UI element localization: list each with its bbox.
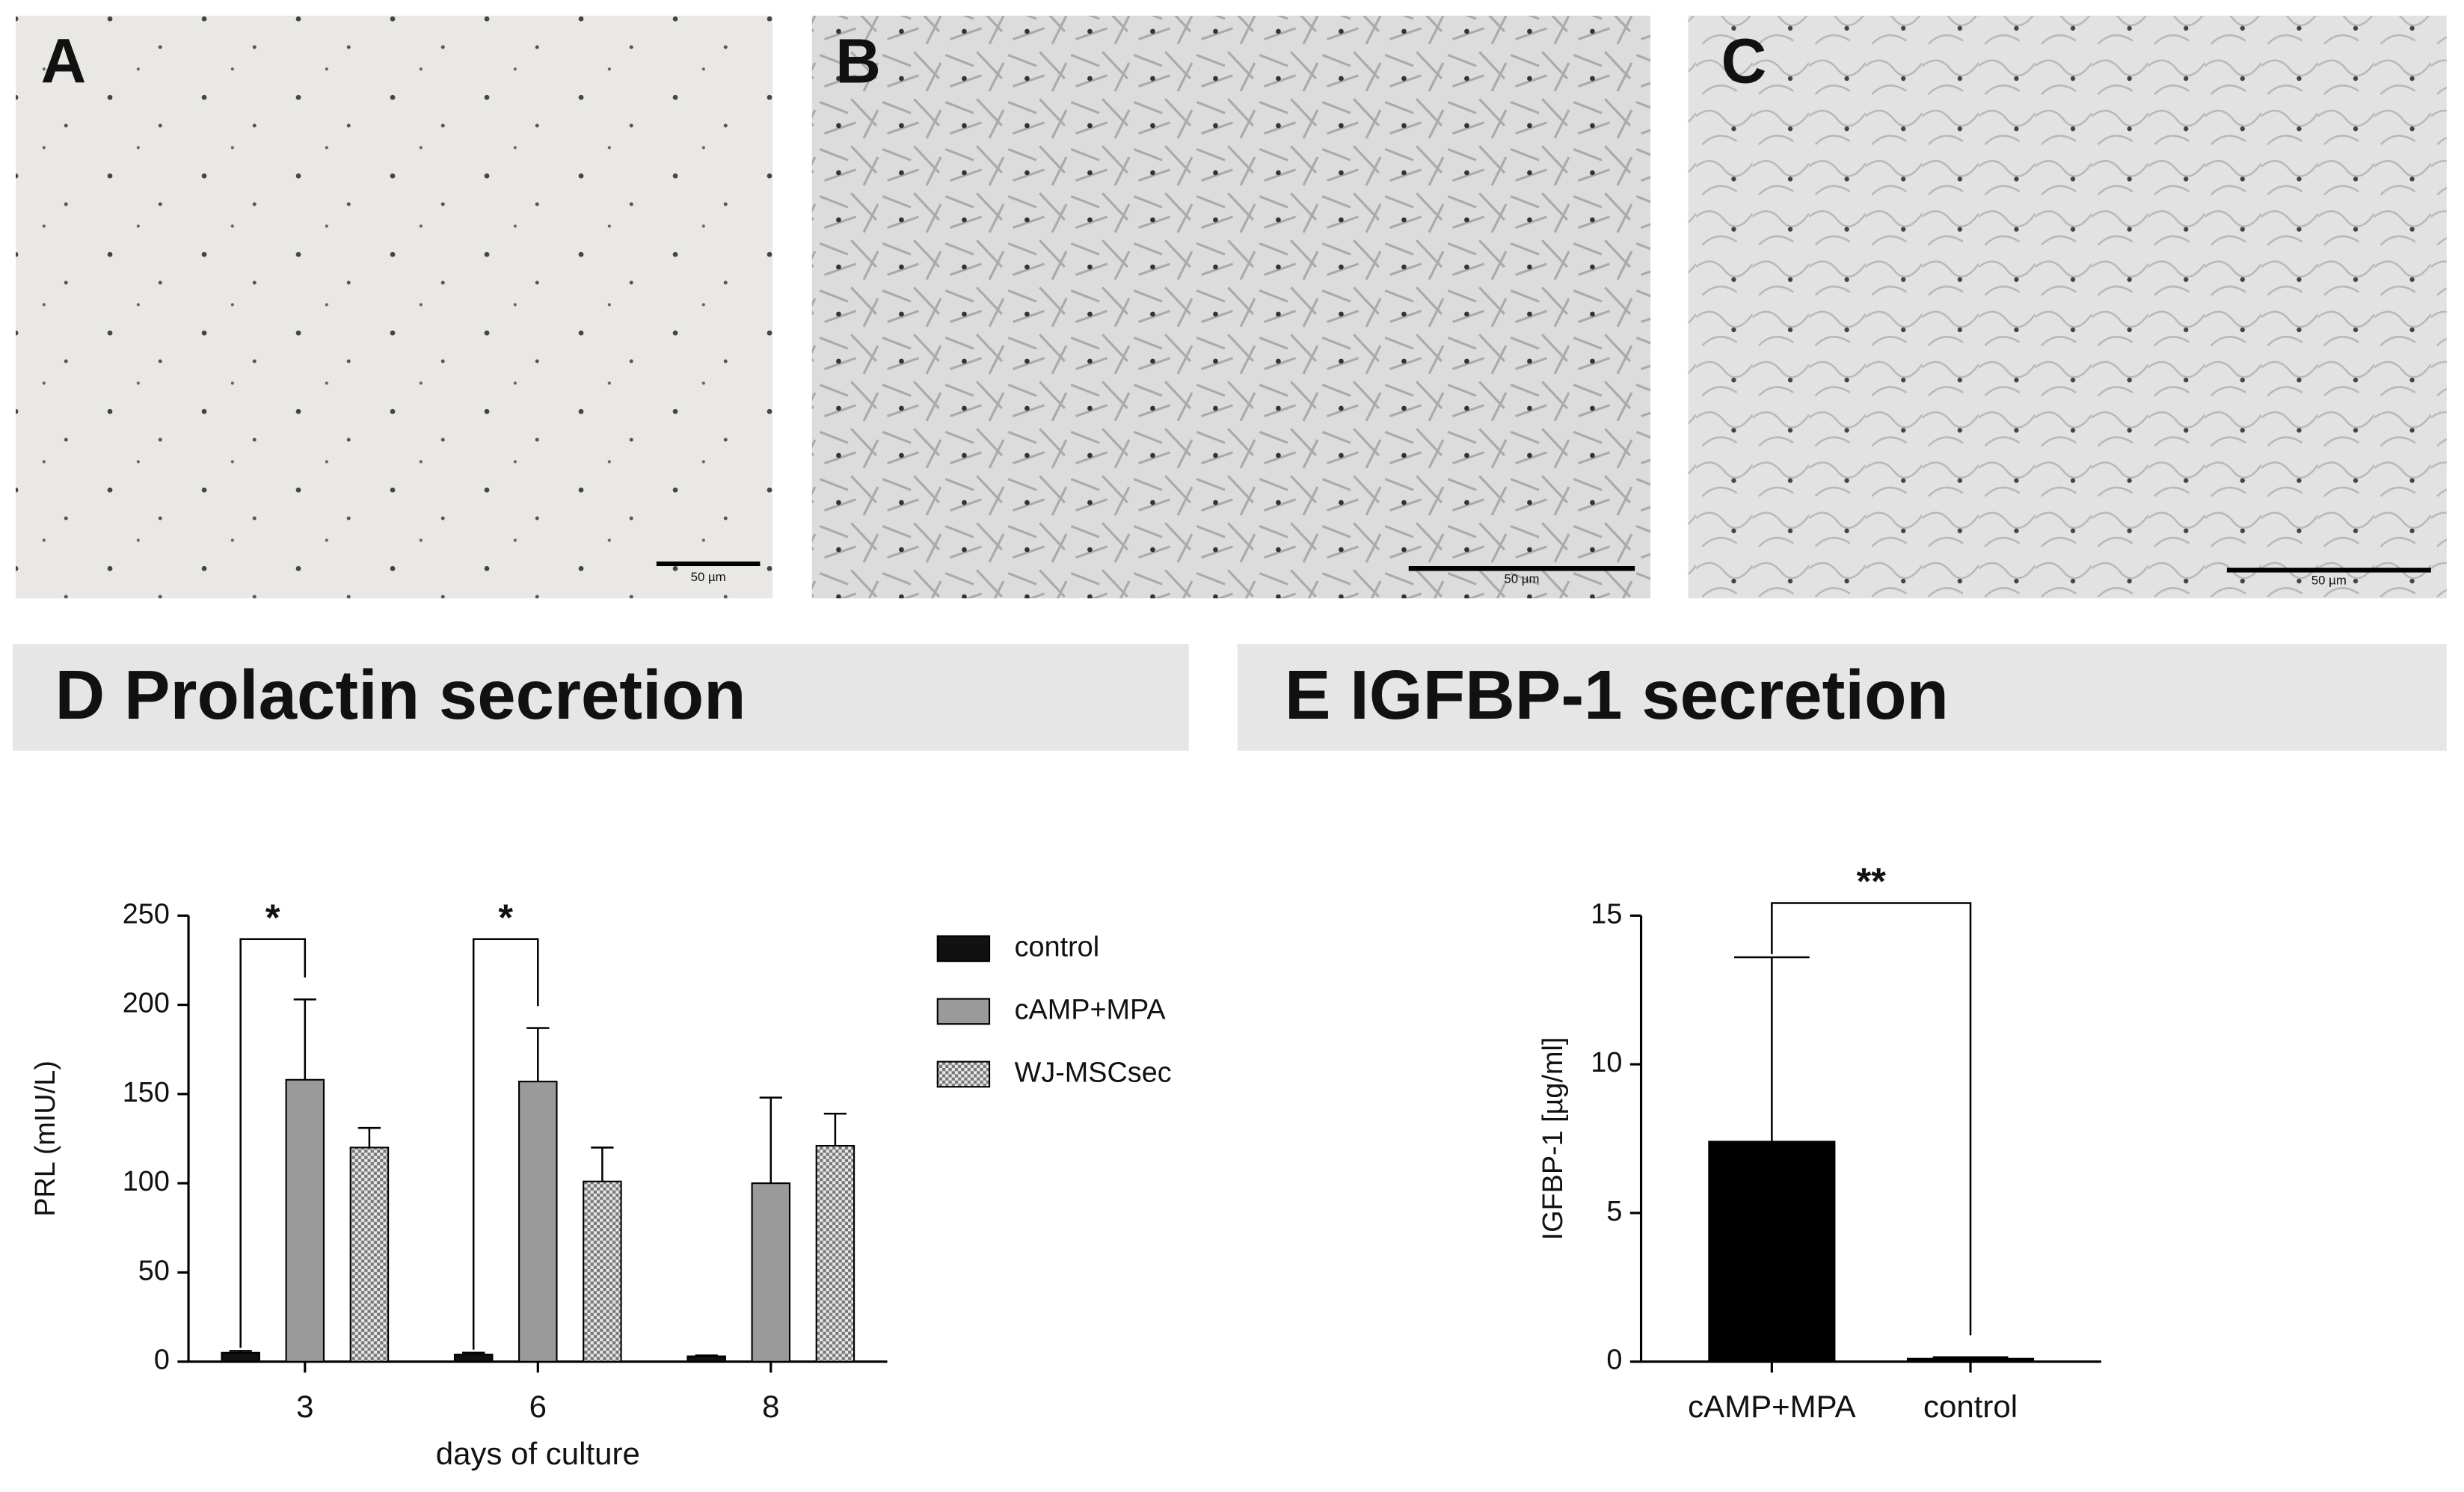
x-tick-label: control <box>1923 1389 2018 1424</box>
significance-label: ** <box>1857 860 1887 903</box>
y-tick-label: 15 <box>1591 898 1622 930</box>
y-axis-label: PRL (mIU/L) <box>30 1060 61 1217</box>
bar <box>1708 1141 1836 1363</box>
panel-label: B <box>835 25 881 96</box>
legend-label: cAMP+MPA <box>1015 994 1167 1025</box>
significance-bracket <box>1771 902 1972 1336</box>
bar <box>518 1081 558 1363</box>
bar <box>583 1180 622 1363</box>
y-tick-label: 50 <box>138 1255 170 1286</box>
bar <box>751 1182 791 1363</box>
title-band <box>1237 644 2447 751</box>
bar <box>686 1355 726 1363</box>
scale-bar-label: 50 µm <box>1504 571 1539 586</box>
y-tick-label: 0 <box>1606 1345 1622 1376</box>
legend-swatch <box>936 935 991 963</box>
bar <box>453 1354 494 1363</box>
legend-label: WJ-MSCsec <box>1015 1057 1172 1088</box>
x-tick-label: cAMP+MPA <box>1688 1389 1855 1424</box>
significance-label: * <box>265 896 280 939</box>
y-tick-label: 0 <box>154 1345 170 1376</box>
panel-label: A <box>41 25 87 96</box>
y-tick-label: 250 <box>123 898 170 930</box>
x-tick-label: 6 <box>529 1389 547 1424</box>
micrograph-a: 50 µm A <box>16 16 773 599</box>
micrograph-c: 50 µm C <box>1688 16 2447 599</box>
micrograph-b: 50 µm B <box>811 16 1651 599</box>
legend-swatch <box>936 1060 991 1088</box>
bar <box>815 1144 855 1363</box>
bar <box>349 1146 390 1363</box>
y-axis-label: IGFBP-1 [µg/ml] <box>1537 1037 1569 1241</box>
significance-bracket <box>472 938 539 1350</box>
x-tick-label: 8 <box>762 1389 779 1424</box>
x-tick-label: 3 <box>296 1389 313 1424</box>
chart-title: D Prolactin secretion <box>55 656 746 734</box>
panel-label: C <box>1721 25 1767 96</box>
y-tick-label: 100 <box>123 1166 170 1197</box>
bar <box>221 1351 260 1363</box>
scale-bar-label: 50 µm <box>2311 573 2347 587</box>
legend-label: control <box>1015 931 1099 963</box>
title-band <box>12 644 1189 751</box>
scale-bar-label: 50 µm <box>691 570 726 584</box>
bar <box>285 1078 325 1363</box>
chart-title: E IGFBP-1 secretion <box>1285 656 1949 734</box>
bar <box>1906 1357 2035 1363</box>
y-tick-label: 200 <box>123 988 170 1019</box>
y-tick-label: 5 <box>1606 1196 1622 1227</box>
legend-swatch <box>936 998 991 1025</box>
significance-label: * <box>498 896 513 939</box>
y-tick-label: 150 <box>123 1077 170 1108</box>
significance-bracket <box>239 938 307 1348</box>
x-axis-label: days of culture <box>436 1436 640 1471</box>
y-tick-label: 10 <box>1591 1047 1622 1078</box>
